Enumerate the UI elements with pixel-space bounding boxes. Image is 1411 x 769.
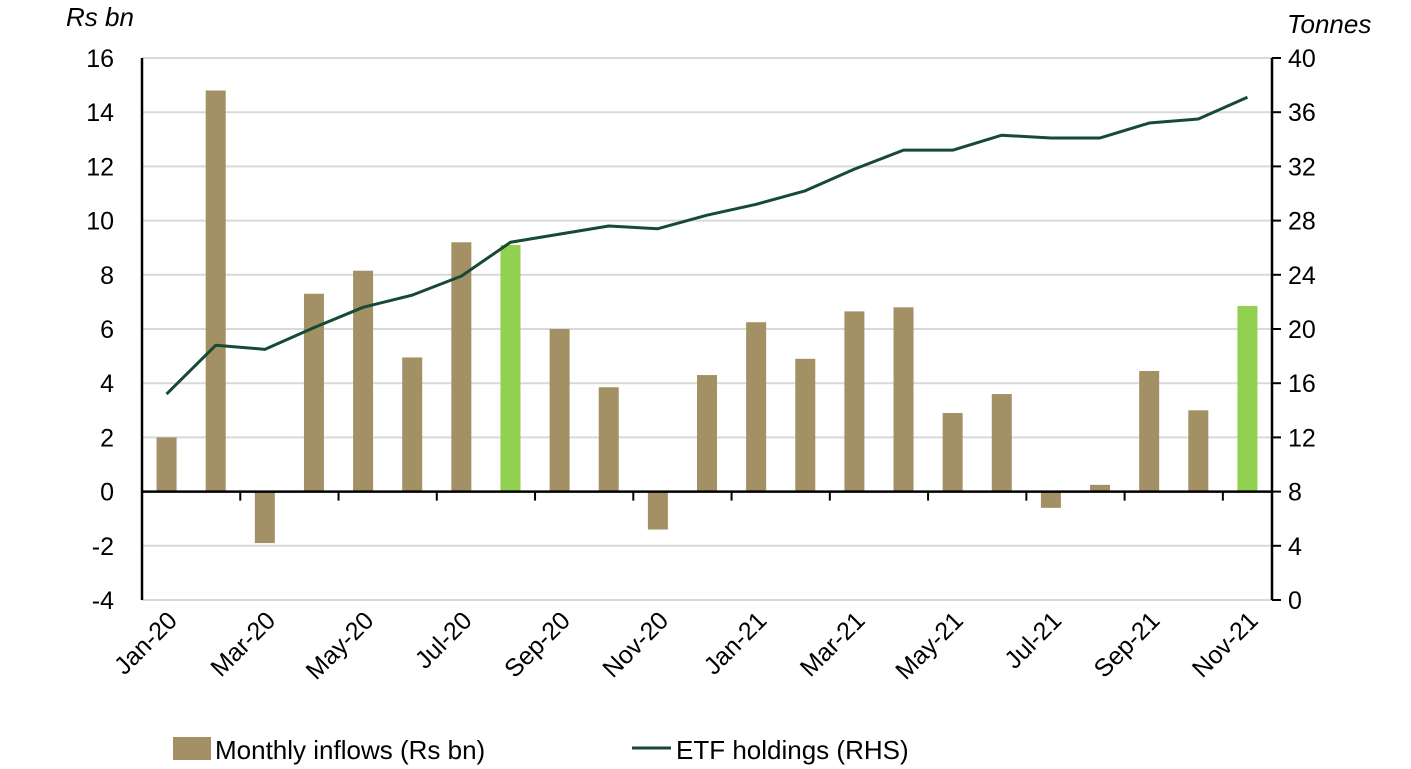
bar <box>1139 371 1160 492</box>
right-tick-label: 4 <box>1288 533 1302 561</box>
bar <box>893 307 914 492</box>
left-y-axis-ticks: -4 -2 0 2 4 6 8 10 12 14 16 <box>86 45 114 615</box>
right-tick-label: 28 <box>1288 208 1316 236</box>
right-tick-label: 8 <box>1288 479 1302 507</box>
left-tick-label: 8 <box>100 262 114 290</box>
bar <box>795 358 816 492</box>
bar <box>156 437 177 492</box>
gridlines <box>142 57 1272 601</box>
x-tick-label: Jan-20 <box>109 606 183 680</box>
x-tick-label: Mar-20 <box>205 606 281 682</box>
x-tick-label: Nov-21 <box>1187 606 1264 683</box>
axes <box>140 57 1281 601</box>
left-tick-label: 6 <box>100 316 114 344</box>
x-tick-label: May-20 <box>301 606 380 685</box>
x-tick-label: May-21 <box>890 606 969 685</box>
x-axis-ticks: Jan-20 Mar-20 May-20 Jul-20 Sep-20 Nov-20 Jan-… <box>109 606 1264 685</box>
left-tick-label: 0 <box>100 479 114 507</box>
left-tick-label: -4 <box>92 587 114 615</box>
x-tick-label: Jan-21 <box>699 606 773 680</box>
bar <box>1237 305 1258 492</box>
left-tick-label: 2 <box>100 424 114 452</box>
legend: Monthly inflows (Rs bn) ETF holdings (RH… <box>173 735 909 765</box>
bar <box>451 242 472 492</box>
x-tick-label: Jul-21 <box>999 606 1067 674</box>
bar <box>549 329 570 492</box>
bar <box>254 491 275 544</box>
bar <box>697 375 717 492</box>
right-tick-label: 12 <box>1288 424 1316 452</box>
right-tick-label: 40 <box>1288 45 1316 73</box>
bar <box>205 90 226 492</box>
right-tick-label: 20 <box>1288 316 1316 344</box>
right-tick-label: 16 <box>1288 370 1316 398</box>
bar-series <box>156 90 1258 544</box>
bar <box>844 311 865 492</box>
left-tick-label: 10 <box>86 208 114 236</box>
right-y-axis-ticks: 0 4 8 12 16 20 24 28 32 36 40 <box>1288 45 1316 615</box>
x-tick-label: Sep-21 <box>1089 606 1166 683</box>
legend-swatch-monthly-inflows <box>173 737 211 760</box>
right-tick-label: 36 <box>1288 99 1316 127</box>
etf-holdings-line <box>165 95 1249 396</box>
left-axis-label: Rs bn <box>66 2 134 32</box>
x-tick-label: Sep-20 <box>499 606 576 683</box>
right-tick-label: 32 <box>1288 153 1316 181</box>
bar <box>303 293 324 492</box>
x-tick-label: Nov-20 <box>597 606 674 683</box>
bar <box>598 387 619 492</box>
legend-label-monthly-inflows: Monthly inflows (Rs bn) <box>215 735 485 765</box>
right-tick-label: 24 <box>1288 262 1316 290</box>
bar <box>746 322 767 492</box>
right-tick-label: 0 <box>1288 587 1302 615</box>
x-tick-label: Mar-21 <box>795 606 871 682</box>
left-tick-label: 16 <box>86 45 114 73</box>
left-tick-label: 4 <box>100 370 114 398</box>
bar <box>647 491 668 530</box>
left-tick-label: -2 <box>92 533 114 561</box>
bar <box>942 413 963 492</box>
left-tick-label: 14 <box>86 99 114 127</box>
bar <box>402 357 423 492</box>
legend-label-etf-holdings: ETF holdings (RHS) <box>676 735 909 765</box>
line-series <box>165 95 1249 396</box>
left-tick-label: 12 <box>86 153 114 181</box>
bar <box>500 244 521 492</box>
bar <box>1040 491 1061 508</box>
bar <box>991 394 1012 492</box>
bar <box>1188 410 1209 492</box>
bar <box>353 270 374 492</box>
bar <box>1090 484 1111 492</box>
right-axis-label: Tonnes <box>1287 9 1371 39</box>
x-tick-label: Jul-20 <box>410 606 478 674</box>
